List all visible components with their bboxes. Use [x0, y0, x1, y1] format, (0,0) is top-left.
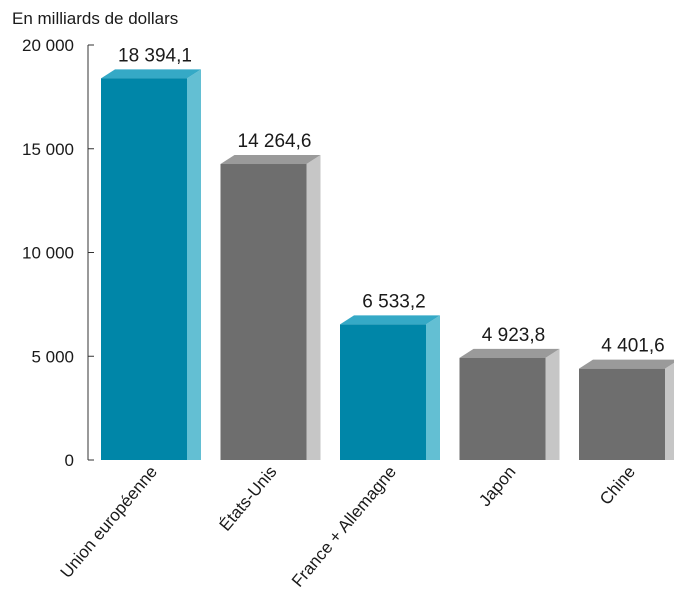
x-tick-label: Chine [596, 462, 639, 508]
bar-top [340, 315, 440, 325]
bar-front [101, 78, 187, 461]
bar [340, 315, 440, 460]
value-labels: 18 394,1 14 264,6 6 533,2 4 923,8 4 401,6 [118, 45, 665, 356]
data-label: 6 533,2 [362, 291, 425, 312]
x-tick-label: États-Unis [216, 462, 281, 534]
bar [220, 155, 321, 460]
bar-side [187, 69, 201, 461]
y-tick-label: 0 [65, 451, 74, 470]
bar-top [579, 359, 674, 369]
bars [101, 69, 674, 461]
y-axis: 0 5 000 10 000 15 000 20 000 [22, 36, 94, 470]
y-axis-title: En milliards de dollars [12, 9, 178, 28]
bar-front [579, 368, 665, 460]
data-label: 4 401,6 [601, 336, 664, 357]
y-tick-label: 10 000 [22, 244, 74, 263]
data-label: 4 923,8 [482, 325, 545, 346]
x-tick-label: France + Allemagne [288, 462, 400, 590]
category-labels: Union européenne États-Unis France + Allem… [57, 462, 639, 590]
x-tick-label: Japon [475, 462, 519, 510]
bar-side [426, 315, 440, 460]
data-label: 18 394,1 [118, 45, 192, 66]
bar-front [220, 164, 307, 460]
bar-front [459, 357, 546, 460]
bar-side [665, 362, 674, 460]
bar-front [340, 324, 426, 460]
y-tick-label: 20 000 [22, 36, 74, 55]
x-tick-label: Union européenne [57, 462, 161, 581]
data-label: 14 264,6 [238, 131, 312, 152]
bar [459, 348, 560, 460]
bar-top [459, 348, 560, 358]
bar-side [306, 155, 321, 460]
y-tick-label: 5 000 [31, 347, 74, 366]
bar-top [220, 155, 321, 165]
bar-side [545, 348, 560, 460]
bar [101, 69, 201, 461]
bar-top [101, 69, 201, 79]
bar [579, 359, 674, 460]
y-tick-label: 15 000 [22, 140, 74, 159]
